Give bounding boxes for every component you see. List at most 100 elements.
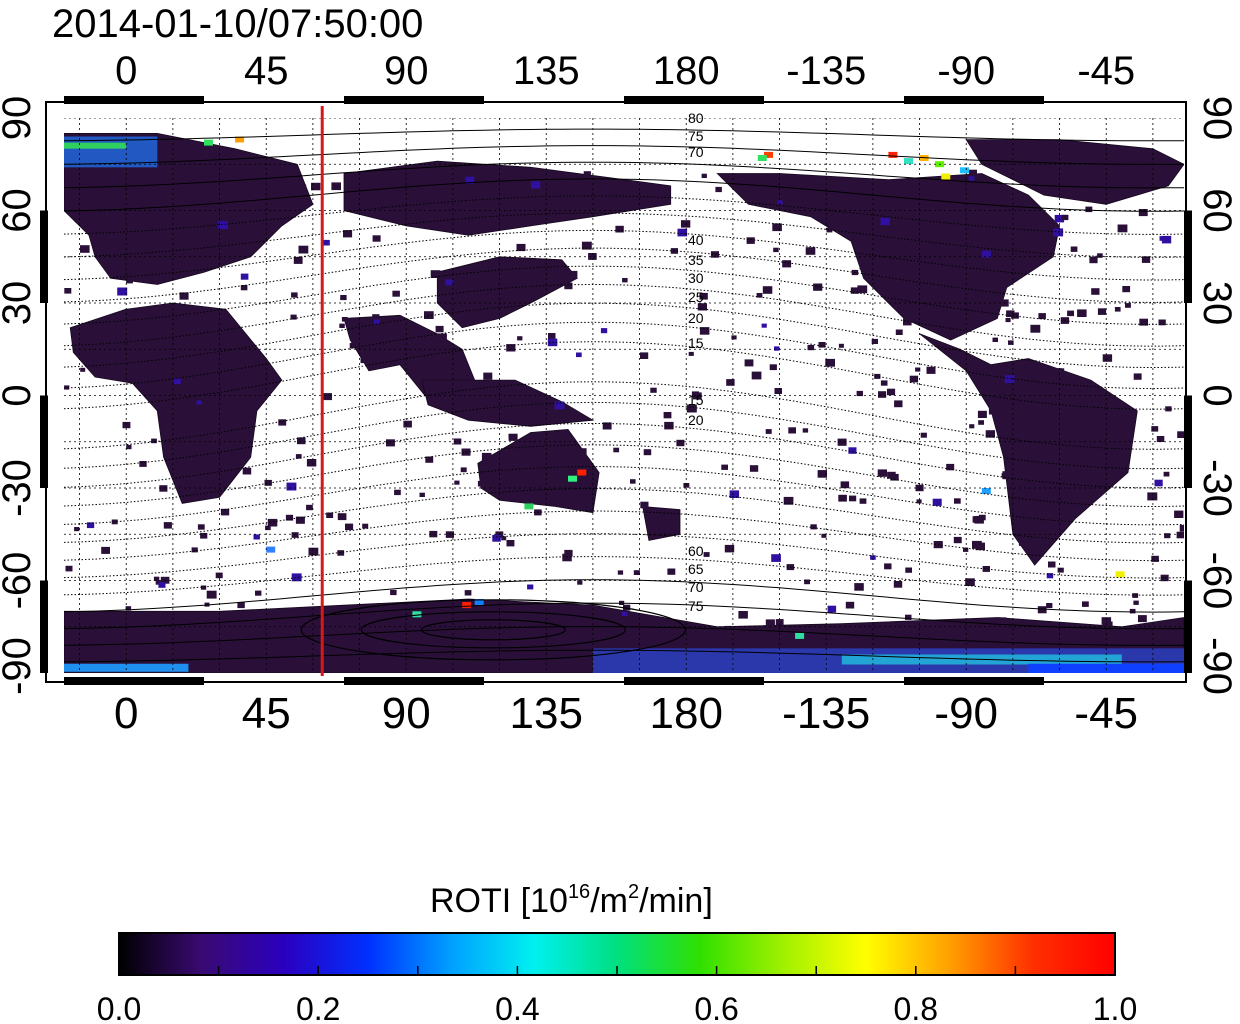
roti-tile — [1147, 492, 1158, 501]
contour-label: 35 — [688, 252, 704, 268]
roti-tile — [731, 335, 737, 340]
high-roti-tile — [795, 632, 805, 639]
roti-tile — [710, 251, 719, 258]
roti-tile — [193, 429, 199, 435]
contour-line — [64, 145, 1184, 165]
roti-tile — [622, 611, 628, 616]
roti-tile — [1160, 574, 1169, 582]
frame-bar-top — [624, 96, 764, 104]
contour-line — [64, 247, 1184, 303]
roti-tile — [1042, 501, 1051, 509]
colorbar-title: ROTI [1016/m2/min] — [430, 881, 713, 920]
colorbar-tick-label: 1.0 — [1093, 991, 1137, 1024]
roti-tile — [1011, 312, 1019, 319]
latitude-label: -30 — [1195, 459, 1239, 517]
roti-tile — [1141, 256, 1151, 263]
roti-tile — [978, 420, 984, 425]
roti-tile — [179, 292, 189, 300]
roti-tile — [454, 480, 460, 485]
roti-tile — [859, 498, 867, 504]
roti-tile — [96, 351, 104, 356]
roti-tile — [916, 499, 922, 504]
roti-tile — [179, 425, 188, 433]
roti-tile — [337, 513, 347, 521]
longitude-label: 0 — [115, 49, 137, 93]
roti-tile — [1122, 286, 1131, 293]
frame-bar-top — [64, 96, 204, 104]
magnetic-latitude-contours — [64, 128, 1184, 663]
roti-tile — [808, 199, 816, 206]
roti-tile — [64, 200, 71, 207]
roti-tile — [286, 613, 294, 619]
roti-tile — [1079, 415, 1089, 423]
roti-tile — [849, 495, 857, 502]
roti-tile — [969, 424, 975, 429]
roti-tile — [306, 459, 317, 467]
latitude-label: -30 — [0, 459, 39, 517]
roti-tile — [278, 419, 287, 426]
roti-tile — [969, 300, 976, 306]
coverage-region — [421, 379, 595, 427]
roti-tile — [640, 352, 649, 359]
frame-bar-right — [1184, 580, 1192, 673]
roti-tile — [617, 570, 624, 575]
roti-tile — [871, 338, 878, 344]
contour-label: 40 — [688, 232, 704, 248]
latitude-label: -60 — [0, 552, 39, 610]
roti-tile — [501, 536, 507, 541]
roti-tile — [775, 619, 784, 626]
roti-tile — [1018, 539, 1028, 546]
roti-tile — [543, 490, 554, 499]
contour-label: 30 — [688, 270, 704, 286]
roti-tile — [681, 220, 691, 228]
roti-tile — [1082, 601, 1089, 607]
roti-tile — [483, 372, 493, 380]
roti-tile — [909, 375, 919, 383]
roti-tile — [688, 351, 694, 356]
roti-tile — [1151, 426, 1159, 432]
roti-tile — [874, 373, 881, 379]
roti-tile — [840, 481, 850, 489]
roti-tile — [1176, 531, 1184, 539]
frame-bar-top — [344, 96, 484, 104]
roti-tile — [600, 328, 608, 334]
high-roti-tile — [757, 155, 767, 161]
roti-tile — [683, 483, 690, 488]
latitude-label: 90 — [0, 96, 39, 141]
roti-tile — [985, 203, 996, 211]
roti-tile — [1046, 603, 1053, 609]
roti-tile — [1156, 436, 1165, 442]
roti-tile — [858, 203, 867, 210]
longitude-label: -135 — [782, 689, 870, 738]
roti-tile — [1120, 458, 1125, 463]
latitude-labels-left: 90 60 30 0 -30 -60 -90 — [0, 96, 39, 695]
roti-tile — [206, 590, 217, 599]
roti-tile — [64, 288, 72, 294]
roti-tile — [697, 303, 707, 311]
roti-tile — [461, 448, 471, 456]
roti-tile — [554, 401, 565, 410]
frame-bar-bottom — [904, 677, 1044, 685]
roti-tile — [341, 317, 348, 322]
roti-tile — [65, 565, 73, 572]
roti-tile — [343, 230, 353, 238]
roti-tile — [163, 522, 172, 529]
roti-tile — [805, 247, 816, 255]
roti-tile — [804, 579, 810, 585]
roti-tile — [774, 346, 780, 351]
roti-tile — [699, 327, 710, 335]
high-roti-tile — [266, 546, 276, 553]
roti-tile — [1038, 313, 1046, 320]
roti-tile — [854, 583, 864, 591]
roti-tile — [274, 178, 283, 185]
roti-tile — [1089, 256, 1098, 264]
roti-tile — [308, 547, 319, 556]
roti-tile — [950, 329, 959, 337]
roti-tile — [155, 580, 161, 585]
roti-tile — [1004, 375, 1015, 383]
latitude-label: -90 — [1195, 637, 1239, 695]
roti-tile — [977, 410, 987, 418]
colorbar-tick-label: 0.2 — [296, 991, 340, 1024]
high-roti-tile — [764, 151, 773, 158]
roti-tile — [946, 463, 955, 471]
